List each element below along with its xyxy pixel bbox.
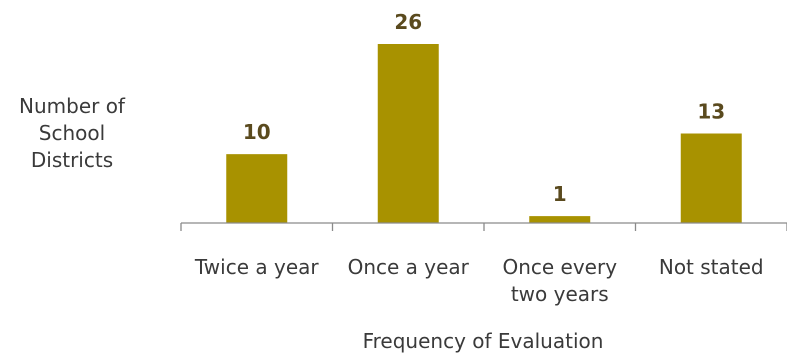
y-axis-title-line: School	[39, 121, 105, 145]
y-axis-title-line: Number of	[19, 94, 126, 118]
bar-value-label: 1	[553, 182, 567, 206]
bars: 10 26 1 13	[226, 10, 742, 223]
bar	[529, 216, 591, 223]
bar	[226, 154, 288, 223]
bar	[680, 133, 742, 223]
bar-value-label: 26	[394, 10, 422, 34]
bar-value-label: 13	[697, 100, 725, 124]
y-axis-title-line: Districts	[31, 148, 113, 172]
x-axis-title: Frequency of Evaluation	[363, 329, 604, 353]
category-label: Once a year	[348, 255, 470, 279]
category-label: Twice a year	[194, 255, 319, 279]
category-label: Not stated	[659, 255, 764, 279]
category-labels: Twice a year Once a year Once every two yea…	[194, 255, 764, 306]
bar-value-label: 10	[243, 120, 271, 144]
x-axis	[180, 222, 787, 231]
category-label: two years	[511, 282, 609, 306]
category-label: Once every	[502, 255, 617, 279]
y-axis-title: Number of School Districts	[19, 94, 126, 172]
bar	[377, 44, 439, 223]
